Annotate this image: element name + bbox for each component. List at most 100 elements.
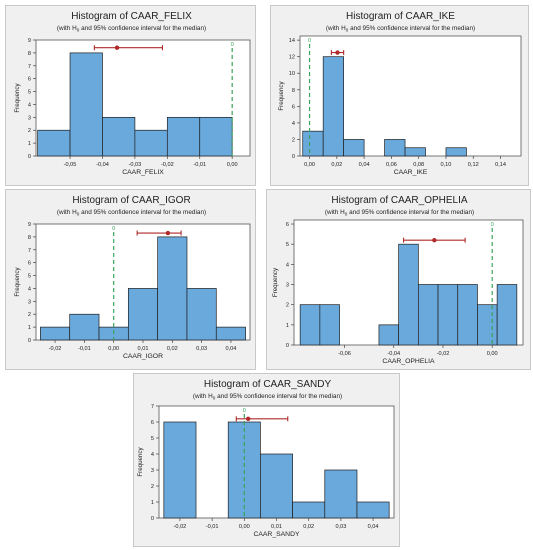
histogram-bar-0 xyxy=(37,129,71,157)
histogram-bar-7 xyxy=(445,147,467,157)
chart-subtitle: (with H0 and 95% confidence interval for… xyxy=(325,209,474,217)
histogram-bar-1 xyxy=(69,313,100,341)
x-tick-label: 0,00 xyxy=(304,162,315,168)
y-tick-label: 0 xyxy=(28,154,31,160)
y-tick-label: 3 xyxy=(28,299,31,305)
y-tick-label: 10 xyxy=(289,71,295,77)
h0-label: 0 xyxy=(243,408,246,414)
y-tick-label: 0 xyxy=(28,338,31,344)
histogram-bar-5 xyxy=(398,243,419,346)
x-tick-label: 0,00 xyxy=(487,351,498,357)
histogram-bar-5 xyxy=(199,116,233,157)
subtitle-subscript: 0 xyxy=(346,28,349,33)
x-axis-label: CAAR_OPHELIA xyxy=(382,358,435,365)
subtitle-text-pre: (with H xyxy=(57,25,77,32)
histogram-bar-0 xyxy=(163,421,197,519)
histogram-bar-4 xyxy=(384,139,406,157)
x-tick-label: -0,02 xyxy=(174,524,187,530)
y-tick-label: 5 xyxy=(286,242,289,248)
x-tick-label: -0,01 xyxy=(206,524,219,530)
y-tick-label: 2 xyxy=(28,128,31,134)
x-tick-label: -0,01 xyxy=(193,162,206,168)
histogram-panel-felix: Histogram of CAAR_FELIX (with H0 and 95% … xyxy=(5,5,256,186)
x-tick-label: 0,03 xyxy=(335,524,346,530)
histogram-bar-10 xyxy=(496,284,518,346)
histogram-bar-0 xyxy=(40,326,71,341)
y-tick-label: 9 xyxy=(28,38,31,44)
x-tick-label: 0,02 xyxy=(303,524,314,530)
y-tick-label: 14 xyxy=(289,38,295,44)
histogram-bar-0 xyxy=(299,304,321,346)
x-tick-label: 0,06 xyxy=(386,162,397,168)
y-tick-label: 7 xyxy=(151,404,154,410)
y-tick-label: 6 xyxy=(28,261,31,267)
histogram-bar-6 xyxy=(417,284,439,346)
histogram-bar-3 xyxy=(134,129,168,157)
y-tick-label: 2 xyxy=(151,484,154,490)
x-tick-label: 0,02 xyxy=(167,346,178,352)
histogram-panel-igor: Histogram of CAAR_IGOR (with H0 and 95% c… xyxy=(5,189,256,370)
x-tick-label: 0,14 xyxy=(495,162,506,168)
y-tick-label: 8 xyxy=(292,88,295,94)
x-tick-label: 0,00 xyxy=(239,524,250,530)
subtitle-subscript: 0 xyxy=(77,28,80,33)
y-axis-label: Frequency xyxy=(14,82,21,112)
y-tick-label: 5 xyxy=(28,90,31,96)
x-tick-label: -0,02 xyxy=(49,346,62,352)
chart-title: Histogram of CAAR_IKE xyxy=(346,11,455,22)
median-point xyxy=(165,230,171,236)
y-tick-label: 1 xyxy=(286,323,289,329)
y-tick-label: 8 xyxy=(28,235,31,241)
y-tick-label: 3 xyxy=(151,468,154,474)
median-point xyxy=(245,416,251,421)
histogram-chart-felix: Histogram of CAAR_FELIX(with H0 and 95% … xyxy=(14,11,251,176)
h0-label: 0 xyxy=(308,38,311,44)
chart-subtitle: (with H0 and 95% confidence interval for… xyxy=(57,209,206,217)
histogram-bar-4 xyxy=(157,236,188,341)
y-tick-label: 4 xyxy=(292,121,295,127)
subtitle-subscript: 0 xyxy=(213,396,216,401)
histogram-bar-3 xyxy=(127,288,159,341)
histogram-chart-igor: Histogram of CAAR_IGOR (with H0 and 95% c… xyxy=(14,195,251,360)
y-tick-label: 12 xyxy=(289,55,295,61)
histogram-panel-ophelia: Histogram of CAAR_OPHELIA (with H0 and 95… xyxy=(266,189,531,370)
y-tick-label: 3 xyxy=(28,115,31,121)
x-tick-label: 0,10 xyxy=(441,162,452,168)
histogram-panel-sandy: Histogram of CAAR_SANDY (with H0 and 95% … xyxy=(133,373,400,547)
median-point xyxy=(114,45,120,50)
subtitle-text-post: and 95% confidence interval for the medi… xyxy=(79,25,206,32)
chart-title: Histogram of CAAR_IGOR xyxy=(72,195,190,206)
y-tick-label: 1 xyxy=(28,141,31,147)
histogram-bar-2 xyxy=(343,139,365,157)
y-tick-label: 0 xyxy=(151,516,154,522)
x-tick-label: 0,01 xyxy=(138,346,149,352)
subtitle-text-post: and 95% confidence interval for the medi… xyxy=(347,209,474,216)
histogram-bar-5 xyxy=(186,288,217,341)
chart-title: Histogram of CAAR_SANDY xyxy=(204,379,332,390)
x-tick-label: 0,04 xyxy=(368,524,379,530)
y-tick-label: 4 xyxy=(28,102,31,108)
x-tick-label: -0,06 xyxy=(338,351,351,357)
histogram-bar-5 xyxy=(324,469,358,519)
y-tick-label: 2 xyxy=(28,312,31,318)
subtitle-text-pre: (with H xyxy=(325,209,345,216)
y-tick-label: 4 xyxy=(286,262,289,268)
chart-title: Histogram of CAAR_FELIX xyxy=(71,11,192,22)
y-tick-label: 5 xyxy=(151,436,154,442)
chart-subtitle: (with H0 and 95% confidence interval for… xyxy=(193,393,342,401)
y-tick-label: 2 xyxy=(286,303,289,309)
y-tick-label: 6 xyxy=(28,77,31,83)
y-tick-label: 5 xyxy=(28,274,31,280)
x-tick-label: -0,01 xyxy=(78,346,91,352)
x-tick-label: 0,08 xyxy=(413,162,424,168)
x-tick-label: -0,05 xyxy=(64,162,77,168)
h0-label: 0 xyxy=(231,42,234,48)
x-axis-label: CAAR_SANDY xyxy=(253,531,300,538)
histogram-chart-ike: Histogram of CAAR_IKE(with H0 and 95% co… xyxy=(278,11,522,176)
subtitle-text-pre: (with H xyxy=(326,25,346,32)
median-point xyxy=(432,237,437,243)
y-tick-label: 6 xyxy=(286,222,289,228)
y-tick-label: 6 xyxy=(292,104,295,110)
x-tick-label: 0,01 xyxy=(271,524,282,530)
subtitle-text-post: and 95% confidence interval for the medi… xyxy=(79,209,206,216)
